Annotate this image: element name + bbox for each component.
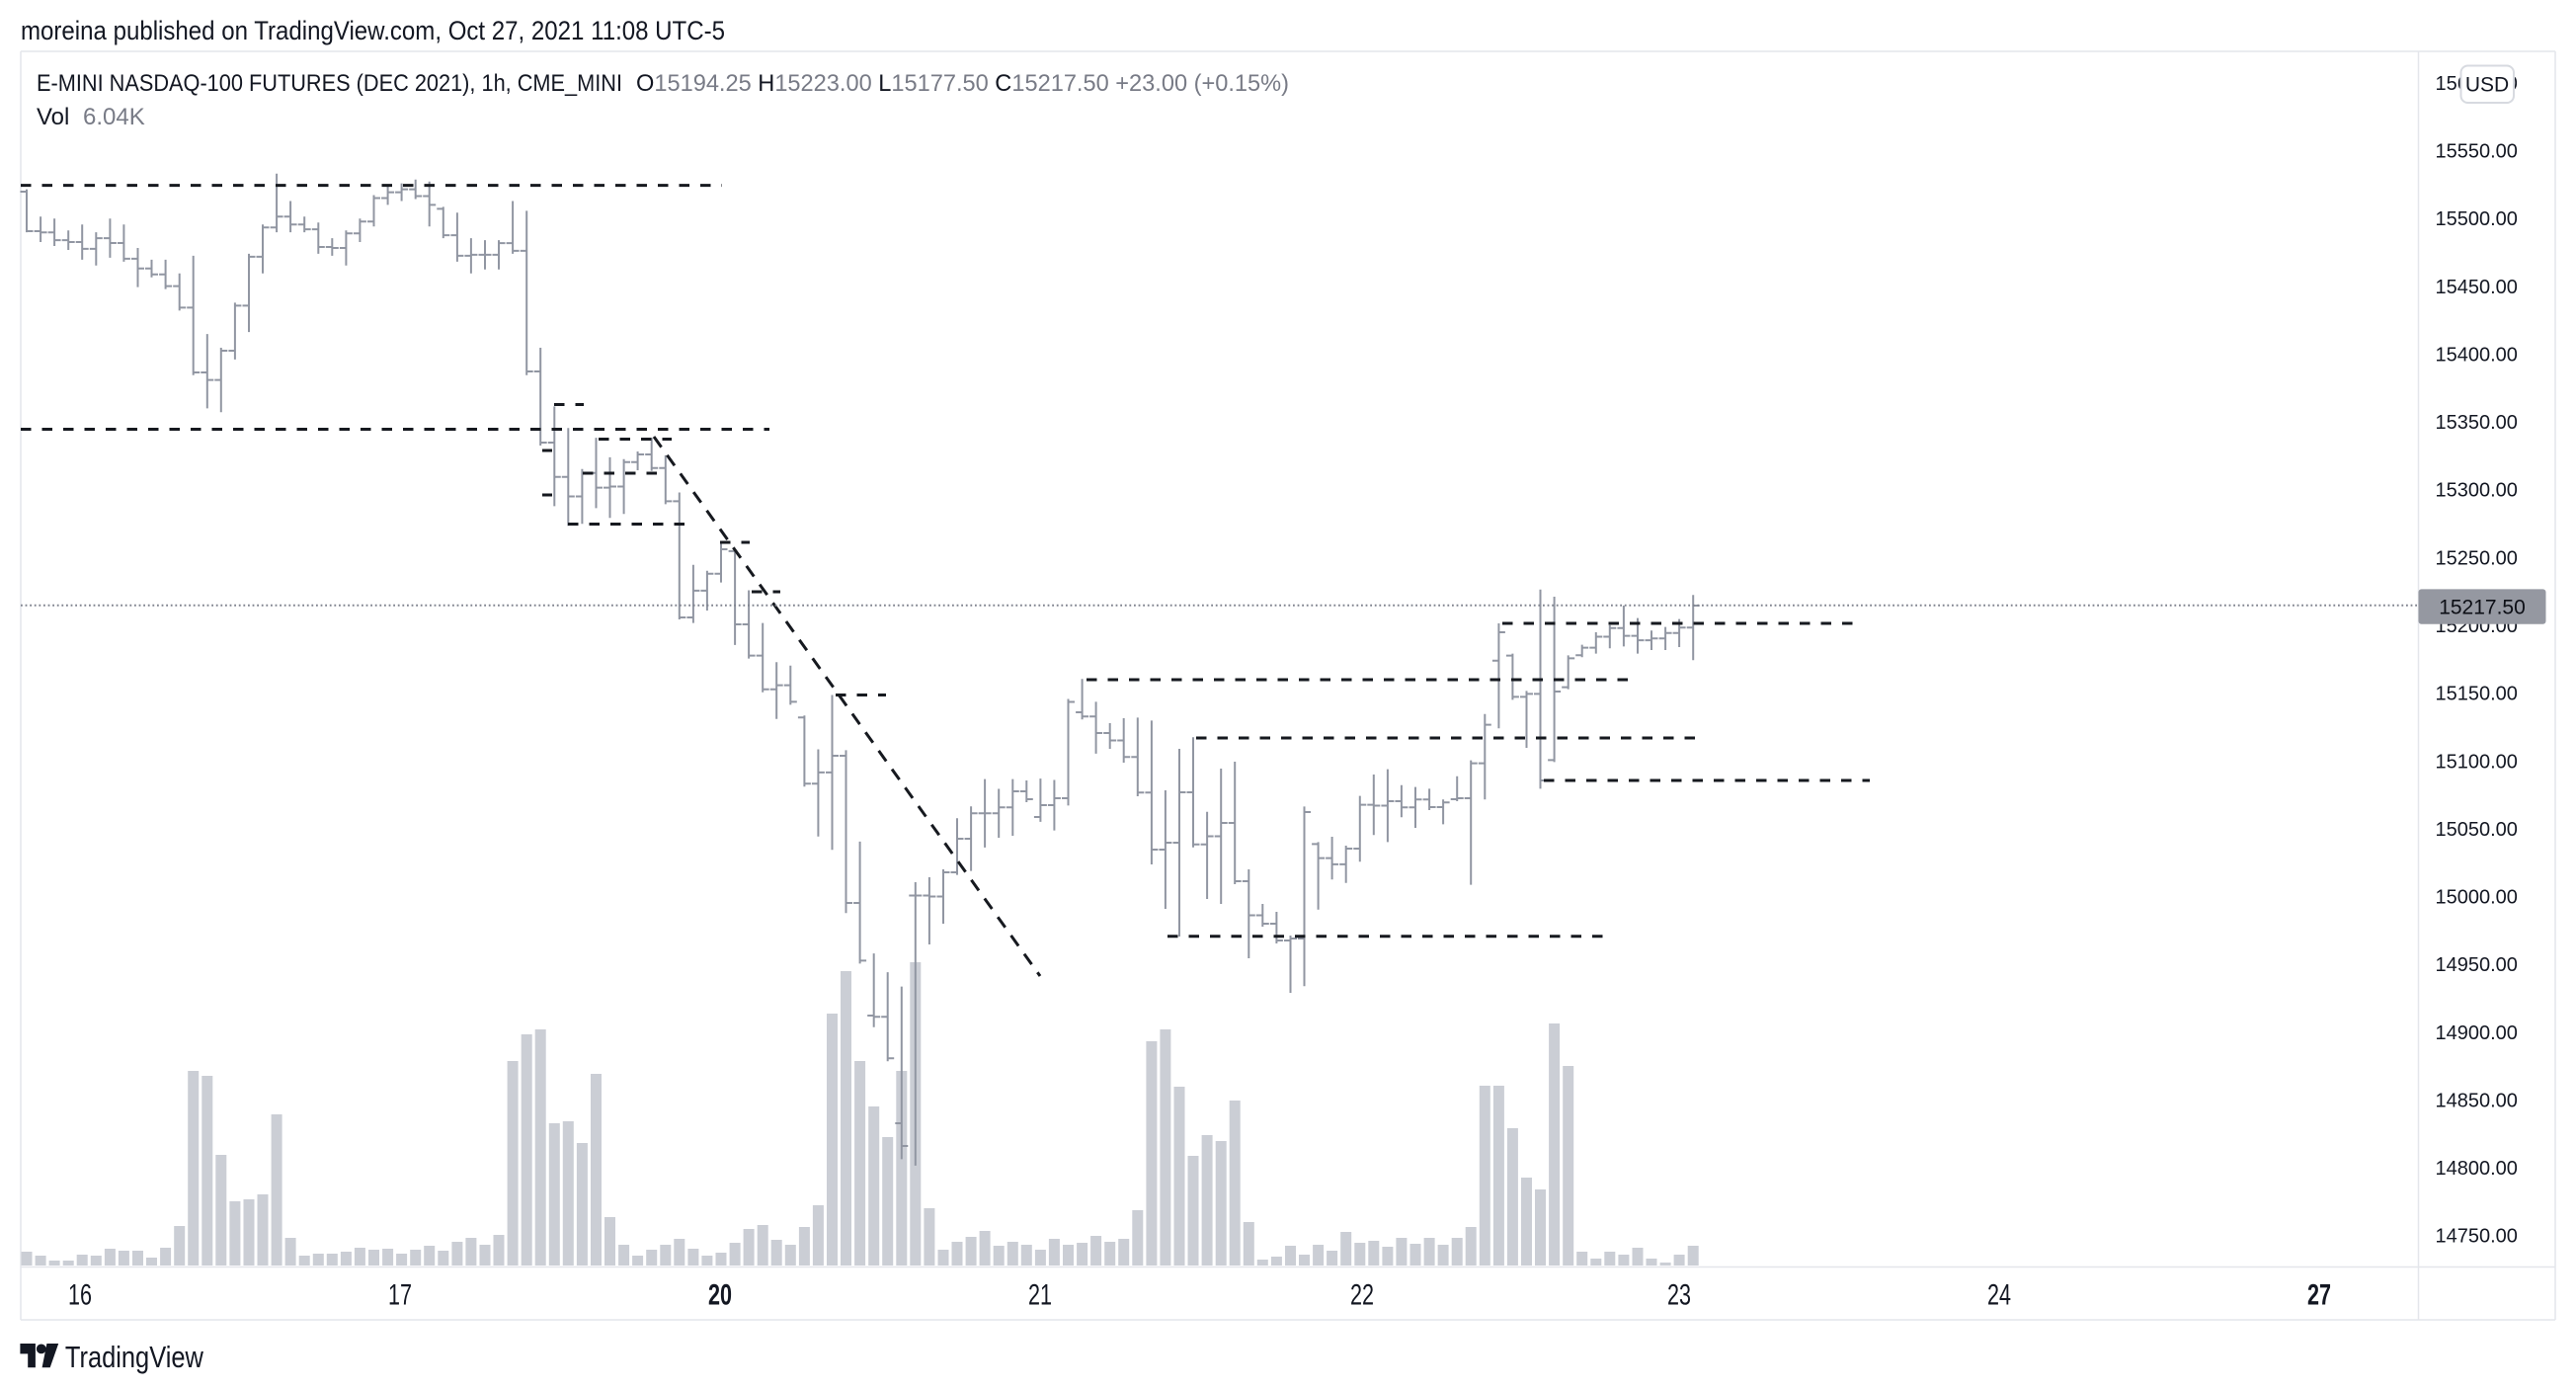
svg-text:TradingView: TradingView — [65, 1340, 204, 1374]
svg-text:14850.00: 14850.00 — [2436, 1091, 2518, 1112]
svg-text:24: 24 — [1987, 1279, 2011, 1312]
svg-text:14950.00: 14950.00 — [2436, 954, 2518, 976]
svg-text:15300.00: 15300.00 — [2436, 480, 2518, 502]
svg-text:14900.00: 14900.00 — [2436, 1022, 2518, 1044]
svg-text:15100.00: 15100.00 — [2436, 751, 2518, 773]
svg-text:15550.00: 15550.00 — [2436, 141, 2518, 163]
svg-text:USD: USD — [2465, 74, 2509, 97]
svg-text:15350.00: 15350.00 — [2436, 412, 2518, 434]
svg-text:17: 17 — [388, 1279, 412, 1312]
svg-text:16: 16 — [68, 1279, 92, 1312]
svg-text:15217.50: 15217.50 — [2439, 597, 2526, 619]
svg-text:15500.00: 15500.00 — [2436, 208, 2518, 230]
svg-text:14750.00: 14750.00 — [2436, 1226, 2518, 1248]
svg-text:15450.00: 15450.00 — [2436, 277, 2518, 298]
svg-text:E-MINI NASDAQ-100 FUTURES (DEC: E-MINI NASDAQ-100 FUTURES (DEC 2021), 1h… — [37, 70, 622, 97]
svg-text:15050.00: 15050.00 — [2436, 819, 2518, 841]
svg-text:15400.00: 15400.00 — [2436, 345, 2518, 367]
svg-text:20: 20 — [708, 1279, 732, 1312]
svg-text:27: 27 — [2307, 1279, 2331, 1312]
svg-text:Vol: Vol — [37, 104, 69, 130]
svg-text:O15194.25 H15223.00 L15177.50: O15194.25 H15223.00 L15177.50 C15217.50 … — [636, 70, 1289, 97]
svg-text:14800.00: 14800.00 — [2436, 1158, 2518, 1180]
svg-text:6.04K: 6.04K — [83, 104, 145, 130]
svg-text:15250.00: 15250.00 — [2436, 547, 2518, 569]
svg-text:moreina published on TradingVi: moreina published on TradingView.com, Oc… — [21, 16, 725, 45]
svg-text:22: 22 — [1350, 1279, 1374, 1312]
svg-text:15000.00: 15000.00 — [2436, 887, 2518, 909]
svg-text:23: 23 — [1667, 1279, 1691, 1312]
svg-text:15150.00: 15150.00 — [2436, 684, 2518, 705]
svg-text:21: 21 — [1028, 1279, 1052, 1312]
